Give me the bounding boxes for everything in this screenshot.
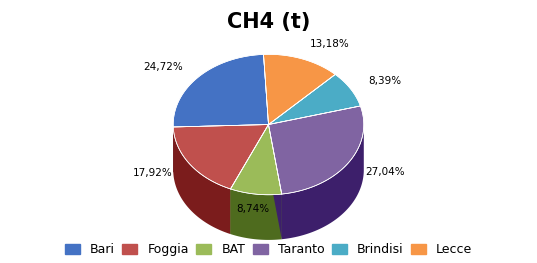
Text: 8,74%: 8,74% (236, 204, 270, 214)
Polygon shape (230, 125, 268, 234)
Text: 13,18%: 13,18% (310, 39, 350, 49)
Polygon shape (173, 127, 230, 234)
Polygon shape (173, 125, 268, 172)
Polygon shape (268, 125, 282, 239)
Text: 24,72%: 24,72% (143, 62, 183, 72)
Text: 8,39%: 8,39% (369, 76, 402, 86)
Polygon shape (268, 74, 360, 125)
Polygon shape (230, 189, 282, 240)
Text: CH4 (t): CH4 (t) (227, 12, 310, 32)
Text: 27,04%: 27,04% (366, 167, 405, 177)
Polygon shape (268, 125, 282, 239)
Legend: Bari, Foggia, BAT, Taranto, Brindisi, Lecce: Bari, Foggia, BAT, Taranto, Brindisi, Le… (60, 238, 477, 261)
Polygon shape (173, 125, 268, 189)
Text: 17,92%: 17,92% (133, 168, 172, 178)
Polygon shape (230, 125, 282, 195)
Polygon shape (173, 54, 268, 127)
Polygon shape (282, 125, 364, 239)
Polygon shape (268, 106, 364, 194)
Polygon shape (230, 125, 268, 234)
Polygon shape (173, 125, 268, 172)
Polygon shape (264, 54, 335, 125)
